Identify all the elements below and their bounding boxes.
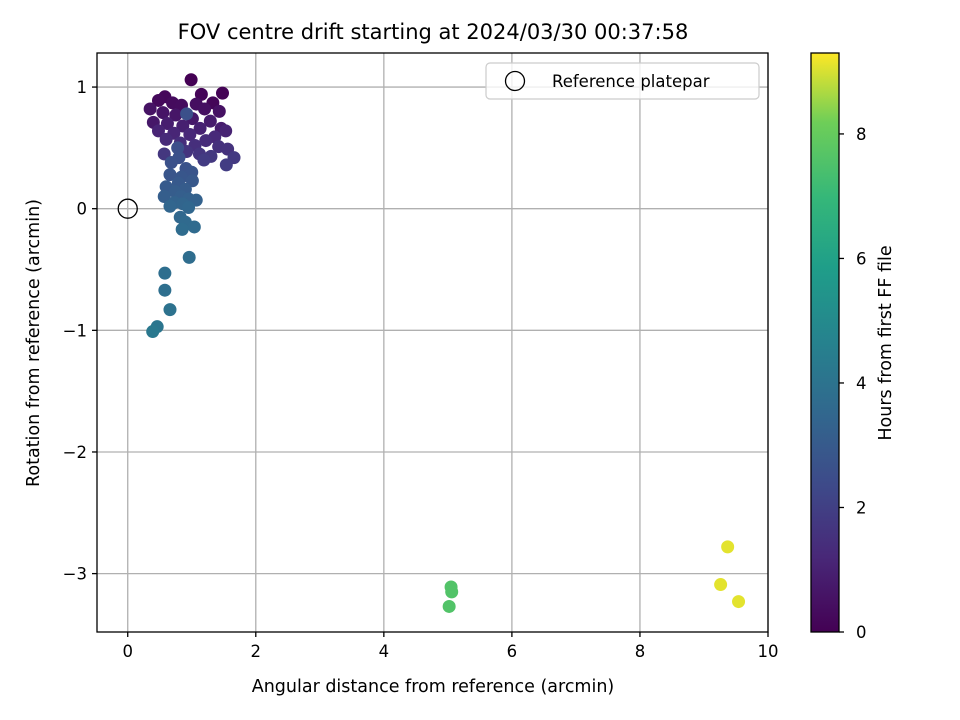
data-point bbox=[193, 121, 207, 135]
data-points bbox=[117, 73, 746, 613]
data-point bbox=[198, 102, 212, 116]
data-point bbox=[182, 250, 196, 264]
data-point bbox=[219, 124, 233, 138]
data-point bbox=[445, 585, 459, 599]
y-axis-label: Rotation from reference (arcmin) bbox=[24, 199, 44, 487]
data-point bbox=[732, 595, 746, 609]
y-tick-label: 0 bbox=[77, 200, 88, 219]
data-point bbox=[197, 153, 211, 167]
data-point bbox=[151, 124, 165, 138]
x-tick-label: 10 bbox=[758, 642, 779, 661]
data-point bbox=[721, 540, 735, 554]
y-tick-label: −3 bbox=[63, 565, 87, 584]
data-point bbox=[194, 87, 208, 101]
data-point bbox=[187, 220, 201, 234]
data-point bbox=[182, 200, 196, 214]
data-point bbox=[183, 127, 197, 141]
data-point bbox=[171, 141, 185, 155]
colorbar-tick-label: 8 bbox=[856, 125, 867, 144]
colorbar-gradient bbox=[810, 52, 840, 633]
x-tick-label: 2 bbox=[251, 642, 262, 661]
legend: Reference platepar bbox=[485, 62, 760, 100]
data-point bbox=[163, 303, 177, 317]
data-point bbox=[714, 578, 728, 592]
y-tick-label: −2 bbox=[63, 443, 87, 462]
data-point bbox=[143, 102, 157, 116]
data-point bbox=[156, 106, 170, 120]
data-point bbox=[158, 266, 172, 280]
colorbar-tick-label: 2 bbox=[856, 498, 867, 517]
data-point bbox=[184, 73, 198, 87]
data-point bbox=[203, 114, 217, 128]
legend-marker-icon bbox=[504, 70, 526, 92]
colorbar-tick-label: 6 bbox=[856, 249, 867, 268]
data-point bbox=[146, 325, 160, 339]
x-axis-label: Angular distance from reference (arcmin) bbox=[252, 677, 615, 697]
data-point bbox=[164, 155, 178, 169]
data-point bbox=[169, 108, 183, 122]
x-tick-label: 0 bbox=[122, 642, 133, 661]
colorbar-label: Hours from first FF file bbox=[876, 245, 896, 440]
chart-title: FOV centre drift starting at 2024/03/30 … bbox=[178, 20, 689, 44]
colorbar-tick-label: 4 bbox=[856, 374, 867, 393]
data-point bbox=[151, 93, 165, 107]
x-tick-label: 6 bbox=[507, 642, 518, 661]
reference-platepar-point bbox=[117, 198, 138, 219]
data-point bbox=[180, 107, 194, 121]
data-point bbox=[442, 599, 456, 613]
y-tick-label: −1 bbox=[63, 321, 87, 340]
data-point bbox=[215, 86, 229, 100]
x-tick-label: 4 bbox=[379, 642, 390, 661]
data-point bbox=[163, 199, 177, 213]
data-point bbox=[159, 132, 173, 146]
data-point bbox=[199, 134, 213, 148]
y-tick-label: 1 bbox=[77, 78, 88, 97]
data-point bbox=[160, 117, 174, 131]
data-point bbox=[163, 168, 177, 182]
legend-box bbox=[485, 62, 760, 100]
grid-layer bbox=[97, 53, 769, 632]
data-point bbox=[158, 283, 172, 297]
data-point bbox=[157, 190, 171, 204]
data-point bbox=[212, 104, 226, 118]
colorbar-tick-label: 0 bbox=[856, 623, 867, 642]
data-point bbox=[175, 222, 189, 236]
legend-entry-reference-platepar: Reference platepar bbox=[552, 72, 710, 91]
x-tick-label: 8 bbox=[635, 642, 646, 661]
colorbar: 0 2 4 6 8 bbox=[810, 52, 867, 642]
plot-frame bbox=[96, 52, 769, 633]
data-point bbox=[219, 158, 233, 172]
